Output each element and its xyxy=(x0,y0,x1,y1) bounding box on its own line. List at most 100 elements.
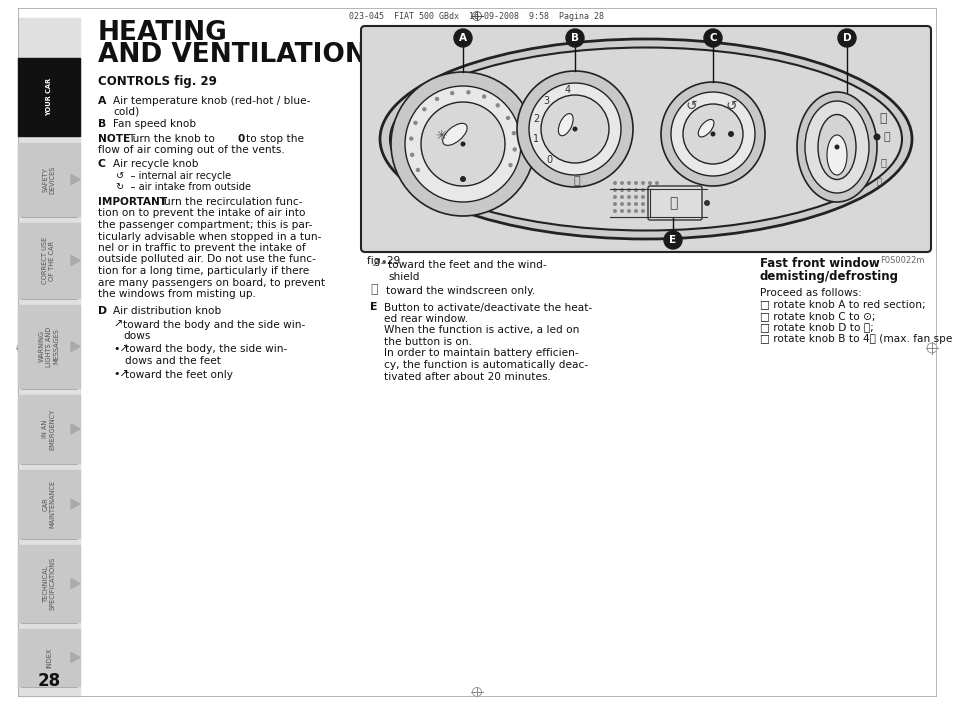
Text: Turn the recirculation func-: Turn the recirculation func- xyxy=(156,197,302,207)
Circle shape xyxy=(703,29,721,47)
Circle shape xyxy=(873,133,880,140)
Circle shape xyxy=(647,209,651,213)
Circle shape xyxy=(655,202,659,206)
Circle shape xyxy=(727,131,733,137)
Circle shape xyxy=(454,29,472,47)
Text: tion on to prevent the intake of air into: tion on to prevent the intake of air int… xyxy=(98,208,305,218)
Bar xyxy=(18,223,80,298)
Text: E: E xyxy=(370,302,377,313)
Text: E: E xyxy=(669,235,676,245)
Circle shape xyxy=(459,176,465,182)
Circle shape xyxy=(413,121,417,125)
Text: 2: 2 xyxy=(533,114,539,124)
Bar xyxy=(18,545,80,622)
Text: toward the body, the side win-: toward the body, the side win- xyxy=(125,345,287,354)
Circle shape xyxy=(416,168,419,172)
Circle shape xyxy=(517,71,633,187)
Circle shape xyxy=(565,29,583,47)
Text: dows: dows xyxy=(123,331,151,341)
Text: WARNING
LIGHTS AND
MESSAGES: WARNING LIGHTS AND MESSAGES xyxy=(39,326,59,366)
Bar xyxy=(18,470,80,538)
Bar xyxy=(18,143,80,216)
Polygon shape xyxy=(71,652,80,662)
Circle shape xyxy=(481,95,486,99)
Text: A: A xyxy=(458,33,467,43)
Ellipse shape xyxy=(804,101,868,193)
Circle shape xyxy=(634,188,638,192)
Text: Ⓤ: Ⓤ xyxy=(370,283,377,296)
Text: toward the feet and the wind-: toward the feet and the wind- xyxy=(388,260,546,270)
Circle shape xyxy=(450,91,454,95)
Circle shape xyxy=(619,188,623,192)
Text: C: C xyxy=(98,159,106,169)
Circle shape xyxy=(512,148,517,152)
Text: ed rear window.: ed rear window. xyxy=(384,314,468,324)
Text: dows and the feet: dows and the feet xyxy=(125,356,221,366)
Polygon shape xyxy=(71,342,80,352)
Circle shape xyxy=(703,200,709,206)
Circle shape xyxy=(626,195,630,199)
Text: tion for a long time, particularly if there: tion for a long time, particularly if th… xyxy=(98,266,309,276)
Text: □ rotate knob D to Ⓤ;: □ rotate knob D to Ⓤ; xyxy=(760,323,873,333)
Polygon shape xyxy=(71,499,80,509)
Text: INDEX: INDEX xyxy=(46,647,52,668)
Text: Fan speed knob: Fan speed knob xyxy=(112,119,196,129)
Text: 4: 4 xyxy=(564,85,571,95)
Circle shape xyxy=(613,209,617,213)
Text: YOUR CAR: YOUR CAR xyxy=(46,78,52,116)
Circle shape xyxy=(572,126,577,131)
Text: Fast front window: Fast front window xyxy=(760,257,879,270)
Text: toward the body and the side win-: toward the body and the side win- xyxy=(123,320,305,330)
Text: 0: 0 xyxy=(546,155,552,164)
Text: ↻  – air intake from outside: ↻ – air intake from outside xyxy=(116,182,251,192)
Circle shape xyxy=(634,195,638,199)
Text: toward the feet only: toward the feet only xyxy=(125,369,233,380)
Circle shape xyxy=(640,202,644,206)
Circle shape xyxy=(655,188,659,192)
Ellipse shape xyxy=(558,114,573,136)
Circle shape xyxy=(655,195,659,199)
Ellipse shape xyxy=(817,114,855,179)
Text: the passenger compartment; this is par-: the passenger compartment; this is par- xyxy=(98,220,312,230)
Bar xyxy=(18,305,80,388)
Text: B: B xyxy=(98,119,106,129)
Text: the button is on.: the button is on. xyxy=(384,337,472,347)
Text: SAFETY
DEVICES: SAFETY DEVICES xyxy=(43,165,55,193)
Text: B: B xyxy=(571,33,578,43)
Circle shape xyxy=(626,202,630,206)
Circle shape xyxy=(647,202,651,206)
Text: A: A xyxy=(98,96,107,106)
Text: NOTE: NOTE xyxy=(98,134,131,144)
Bar xyxy=(18,18,80,696)
Text: cold): cold) xyxy=(112,107,139,117)
Text: HEATING: HEATING xyxy=(98,20,228,46)
Text: are many passengers on board, to prevent: are many passengers on board, to prevent xyxy=(98,277,325,287)
Circle shape xyxy=(410,152,414,157)
Circle shape xyxy=(682,104,742,164)
Text: D: D xyxy=(98,306,107,316)
Circle shape xyxy=(640,181,644,185)
Circle shape xyxy=(640,188,644,192)
Text: Button to activate/deactivate the heat-: Button to activate/deactivate the heat- xyxy=(384,302,592,313)
Text: □ rotate knob A to red section;: □ rotate knob A to red section; xyxy=(760,299,924,309)
Circle shape xyxy=(420,102,504,186)
Circle shape xyxy=(710,131,715,136)
Text: flow of air coming out of the vents.: flow of air coming out of the vents. xyxy=(98,145,284,155)
Circle shape xyxy=(619,209,623,213)
Bar xyxy=(18,395,80,463)
Bar xyxy=(18,58,80,136)
Circle shape xyxy=(529,83,620,175)
Circle shape xyxy=(613,202,617,206)
Text: 023-045  FIAT 500 GBdx  16-09-2008  9:58  Pagina 28: 023-045 FIAT 500 GBdx 16-09-2008 9:58 Pa… xyxy=(349,12,604,21)
Text: shield: shield xyxy=(388,272,419,282)
Circle shape xyxy=(422,107,426,112)
Ellipse shape xyxy=(379,39,911,239)
Text: ⤵: ⤵ xyxy=(879,157,885,167)
Circle shape xyxy=(634,202,638,206)
Text: to stop the: to stop the xyxy=(246,134,304,144)
Ellipse shape xyxy=(390,47,901,230)
Ellipse shape xyxy=(796,92,876,202)
Text: •↗: •↗ xyxy=(112,369,129,380)
Ellipse shape xyxy=(698,119,713,137)
Text: ↗: ↗ xyxy=(112,320,122,330)
